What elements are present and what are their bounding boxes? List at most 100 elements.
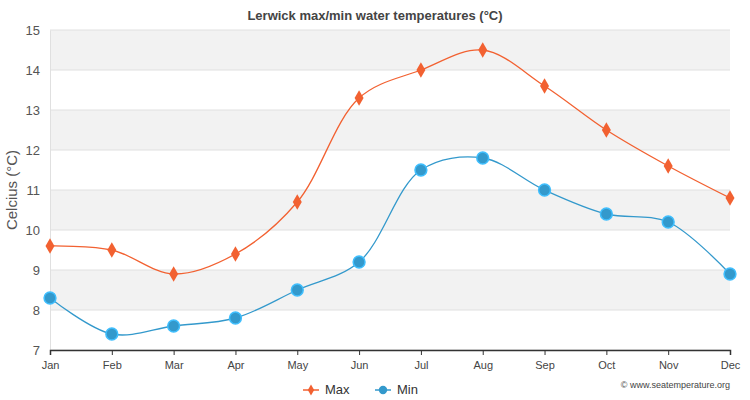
series-marker bbox=[44, 292, 56, 304]
series-line bbox=[50, 50, 730, 274]
series-marker bbox=[46, 238, 55, 254]
x-tick: Feb bbox=[103, 350, 122, 371]
x-axis: Jan Feb Mar Apr May Jun Jul Aug Sep Oct Nov Dec bbox=[42, 350, 741, 371]
y-tick: 10 bbox=[26, 223, 50, 238]
y-tick-label: 13 bbox=[26, 103, 40, 118]
x-tick: Sep bbox=[535, 350, 555, 371]
legend-marker bbox=[379, 386, 387, 394]
series-marker bbox=[664, 158, 673, 174]
y-tick-label: 11 bbox=[27, 183, 41, 198]
series-marker bbox=[415, 164, 427, 176]
y-tick: 14 bbox=[26, 63, 50, 78]
x-tick: Jul bbox=[414, 350, 428, 371]
x-tick-mark bbox=[606, 350, 607, 355]
series-marker bbox=[169, 266, 178, 282]
y-tick: 15 bbox=[26, 23, 50, 38]
y-tick: 12 bbox=[26, 143, 50, 158]
grid-line bbox=[50, 310, 730, 311]
x-tick-label: Nov bbox=[659, 359, 679, 371]
annotation: © www.seatemperature.org bbox=[621, 380, 730, 390]
series-marker bbox=[168, 320, 180, 332]
series-marker bbox=[539, 184, 551, 196]
series-marker bbox=[106, 328, 118, 340]
y-tick: 13 bbox=[26, 103, 50, 118]
y-tick-label: 7 bbox=[33, 343, 40, 358]
series-marker bbox=[107, 242, 116, 258]
series-marker bbox=[416, 62, 425, 78]
x-tick-label: Mar bbox=[165, 359, 184, 371]
x-tick-mark bbox=[50, 350, 51, 355]
grid-band bbox=[50, 30, 730, 70]
legend-label: Max bbox=[325, 382, 350, 397]
x-tick-label: Jun bbox=[351, 359, 369, 371]
x-tick-mark bbox=[545, 350, 546, 355]
legend-item: Max bbox=[303, 382, 350, 397]
title: Lerwick max/min water temperatures (°C) bbox=[247, 8, 502, 23]
x-tick-label: Jul bbox=[414, 359, 428, 371]
x-tick-mark bbox=[174, 350, 175, 355]
legend: Max Min bbox=[303, 382, 418, 397]
x-tick-mark bbox=[359, 350, 360, 355]
y-tick: 11 bbox=[27, 183, 51, 198]
y-axis: 7 8 9 10 11 12 13 14 15 bbox=[26, 23, 51, 358]
y-tick: 9 bbox=[33, 263, 50, 278]
lines bbox=[50, 50, 730, 335]
legend-marker bbox=[308, 384, 314, 395]
y-tick: 7 bbox=[33, 343, 50, 358]
x-tick: Jun bbox=[351, 350, 369, 371]
x-tick: Mar bbox=[165, 350, 184, 371]
x-tick-mark bbox=[730, 350, 731, 355]
x-tick: May bbox=[287, 350, 308, 371]
series-marker bbox=[355, 90, 364, 106]
x-tick-mark bbox=[421, 350, 422, 355]
grid-line bbox=[50, 190, 730, 191]
series-marker bbox=[291, 284, 303, 296]
x-tick-label: Jan bbox=[42, 359, 60, 371]
grid bbox=[50, 30, 730, 350]
x-tick-mark bbox=[483, 350, 484, 355]
x-tick-label: Feb bbox=[103, 359, 122, 371]
series-marker bbox=[230, 312, 242, 324]
x-tick-label: Apr bbox=[227, 359, 244, 371]
grid-line bbox=[50, 270, 730, 271]
x-tick: Jan bbox=[42, 350, 60, 371]
x-tick-mark bbox=[112, 350, 113, 355]
series-marker bbox=[600, 208, 612, 220]
grid-line bbox=[50, 150, 730, 151]
series-marker bbox=[478, 42, 487, 58]
grid-band bbox=[50, 190, 730, 230]
x-tick: Aug bbox=[473, 350, 493, 371]
grid-line bbox=[50, 70, 730, 71]
y-tick-label: 14 bbox=[26, 63, 40, 78]
grid-line bbox=[50, 30, 730, 31]
series-marker bbox=[540, 78, 549, 94]
x-tick: Oct bbox=[598, 350, 615, 371]
series-line bbox=[50, 157, 730, 335]
points bbox=[44, 42, 736, 340]
x-axis-line bbox=[51, 351, 731, 356]
series-marker bbox=[231, 246, 240, 262]
y-tick-label: 10 bbox=[26, 223, 40, 238]
y-tick-label: 8 bbox=[33, 303, 40, 318]
x-tick-label: Sep bbox=[535, 359, 555, 371]
x-tick-mark bbox=[297, 350, 298, 355]
y-axis-title: Celcius (°C) bbox=[3, 150, 20, 230]
series-marker bbox=[293, 194, 302, 210]
x-tick-mark bbox=[668, 350, 669, 355]
grid-line bbox=[50, 230, 730, 231]
series-marker bbox=[353, 256, 365, 268]
series-marker bbox=[477, 152, 489, 164]
grid-band bbox=[50, 270, 730, 310]
series-marker bbox=[602, 122, 611, 138]
series-marker bbox=[724, 268, 736, 280]
legend-label: Min bbox=[397, 382, 418, 397]
x-tick-label: Aug bbox=[473, 359, 493, 371]
x-tick: Apr bbox=[227, 350, 244, 371]
y-tick: 8 bbox=[33, 303, 50, 318]
y-tick-label: 12 bbox=[26, 143, 40, 158]
x-tick-label: Dec bbox=[721, 359, 741, 371]
x-tick-label: Oct bbox=[598, 359, 615, 371]
series-marker bbox=[726, 190, 735, 206]
x-tick: Dec bbox=[721, 350, 741, 371]
legend-item: Min bbox=[375, 382, 418, 397]
